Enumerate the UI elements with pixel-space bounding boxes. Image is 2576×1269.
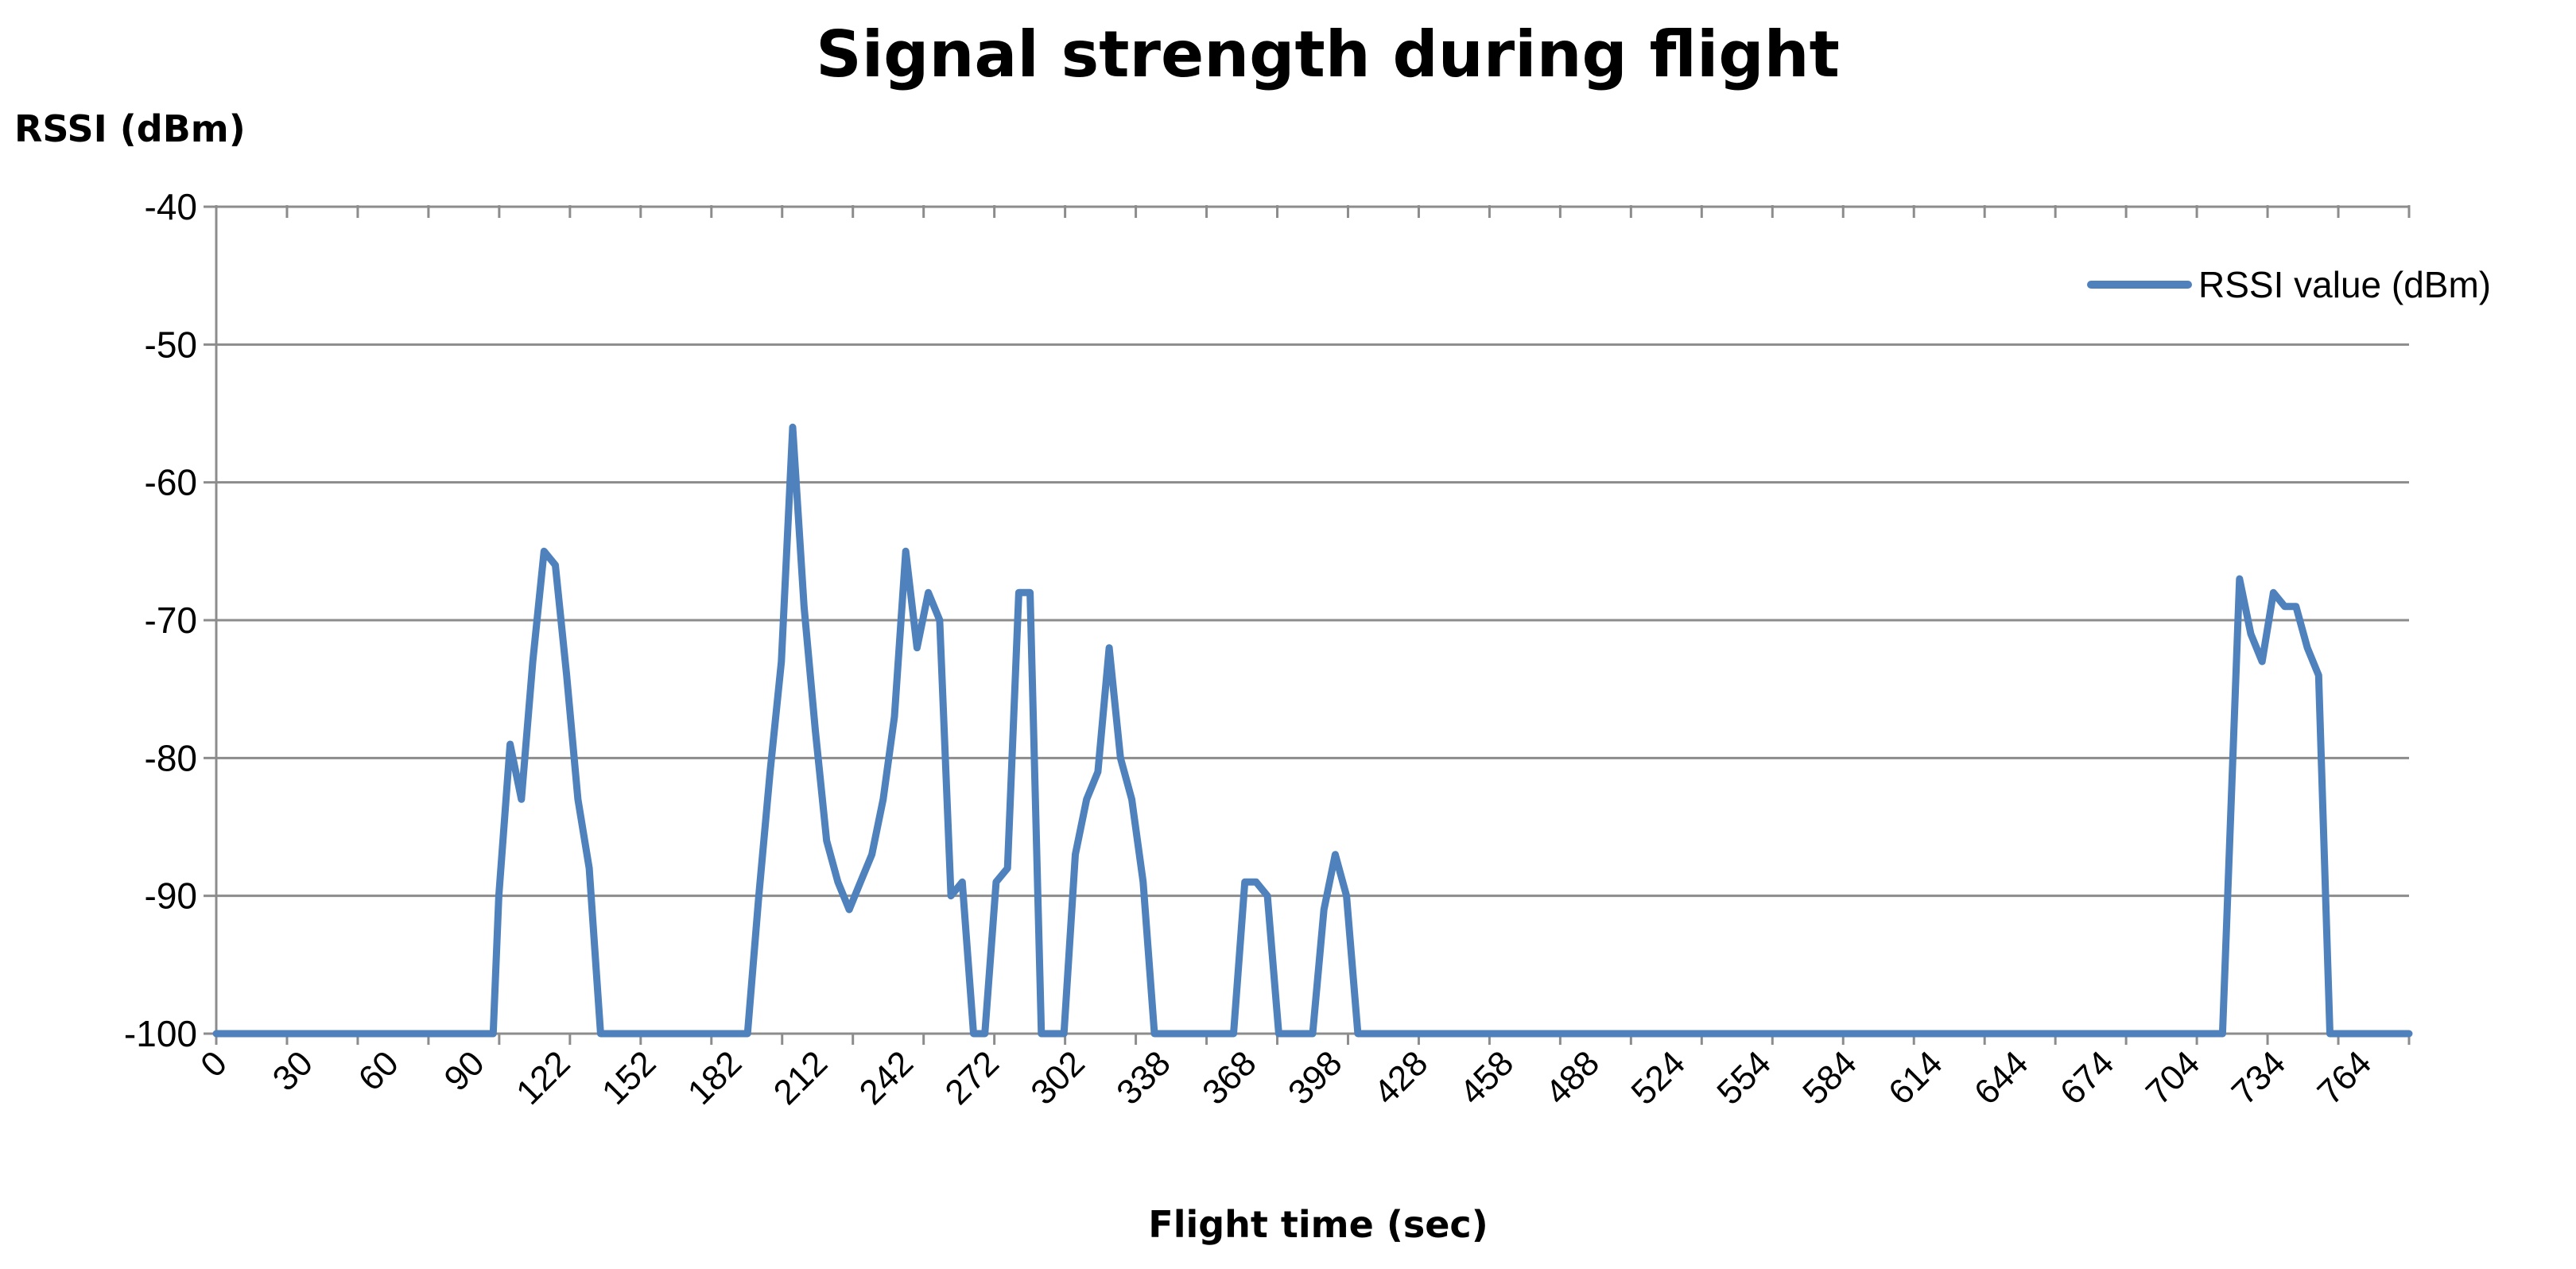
x-tick-label: 584 bbox=[1795, 1043, 1864, 1112]
x-tick-label: 60 bbox=[351, 1043, 406, 1098]
x-tick-label: 674 bbox=[2053, 1043, 2122, 1112]
x-tick-label: 122 bbox=[509, 1043, 578, 1112]
y-tick-label: -90 bbox=[145, 875, 197, 917]
x-tick-label: 242 bbox=[852, 1043, 921, 1112]
x-tick-label: 368 bbox=[1195, 1043, 1264, 1112]
x-axis-title: Flight time (sec) bbox=[1148, 1203, 1488, 1246]
y-tick-label: -100 bbox=[124, 1013, 197, 1054]
y-tick-label: -50 bbox=[145, 324, 197, 365]
y-axis-title: RSSI (dBm) bbox=[14, 107, 246, 150]
x-tick-label: 90 bbox=[436, 1043, 491, 1098]
x-tick-label: 428 bbox=[1367, 1043, 1436, 1112]
x-tick-label: 524 bbox=[1624, 1043, 1693, 1112]
legend: RSSI value (dBm) bbox=[2087, 264, 2491, 305]
x-tick-label: 182 bbox=[681, 1043, 750, 1112]
y-tick-label: -70 bbox=[145, 600, 197, 641]
y-tick-labels: -40 -50 -60 -70 -80 -90 -100 bbox=[124, 186, 197, 1054]
x-tick-label: 302 bbox=[1023, 1043, 1092, 1112]
x-tick-label: 704 bbox=[2139, 1043, 2208, 1112]
x-tick-label: 212 bbox=[766, 1043, 836, 1112]
x-tick-label: 0 bbox=[193, 1043, 235, 1085]
x-tick-label: 644 bbox=[1967, 1043, 2036, 1112]
x-tick-label: 272 bbox=[937, 1043, 1007, 1112]
series-line-rssi bbox=[212, 423, 2413, 1038]
x-tick-label: 30 bbox=[266, 1043, 320, 1098]
chart-title: Signal strength during flight bbox=[816, 17, 1840, 91]
legend-label: RSSI value (dBm) bbox=[2198, 264, 2491, 305]
x-tick-label: 488 bbox=[1538, 1043, 1608, 1112]
x-tick-label: 614 bbox=[1881, 1043, 1950, 1112]
x-tick-labels: 0 30 60 90 122 152 182 212 242 272 302 338 368 398 428… bbox=[193, 1043, 2379, 1112]
x-tick-label: 398 bbox=[1281, 1043, 1350, 1112]
x-tick-label: 152 bbox=[595, 1043, 664, 1112]
x-tick-label: 764 bbox=[2310, 1043, 2380, 1112]
y-tick-label: -60 bbox=[145, 462, 197, 503]
gridlines bbox=[216, 205, 2409, 1035]
x-tick-label: 458 bbox=[1453, 1043, 1522, 1112]
y-tick-label: -40 bbox=[145, 186, 197, 227]
series-layer bbox=[212, 423, 2413, 1038]
y-tick-label: -80 bbox=[145, 737, 197, 778]
x-tick-label: 734 bbox=[2225, 1043, 2294, 1112]
x-tick-label: 554 bbox=[1709, 1043, 1779, 1112]
x-tick-label: 338 bbox=[1109, 1043, 1178, 1112]
